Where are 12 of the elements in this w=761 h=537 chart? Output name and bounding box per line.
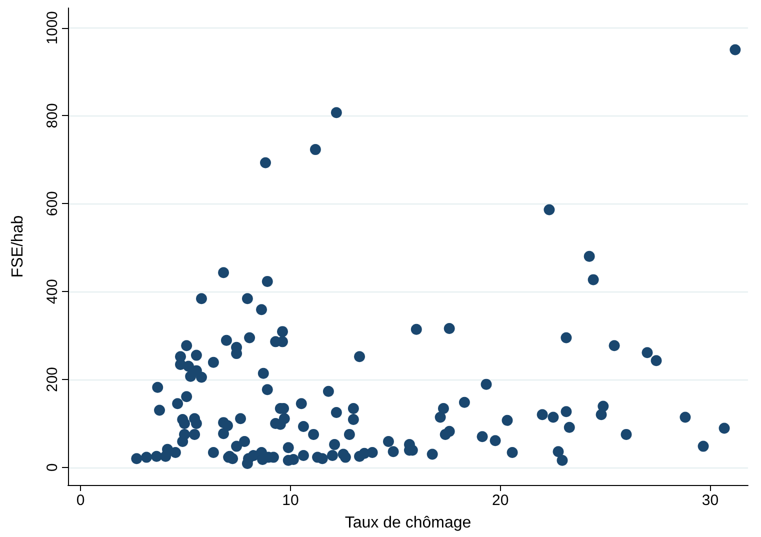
y-tick-label: 200 — [44, 366, 61, 392]
y-tick-label: 0 — [44, 463, 61, 472]
y-tick-label: 1000 — [44, 11, 61, 44]
y-tick-label: 400 — [44, 279, 61, 304]
y-tick-label: 800 — [44, 103, 61, 128]
x-tick-label: 20 — [492, 492, 509, 509]
x-tick-label: 30 — [702, 492, 719, 509]
x-tick-label: 10 — [282, 492, 299, 509]
x-tick-label: 0 — [76, 492, 85, 509]
y-tick-label: 600 — [44, 191, 61, 216]
x-axis-title: Taux de chômage — [344, 514, 472, 532]
y-axis-title: FSE/hab — [10, 215, 26, 278]
